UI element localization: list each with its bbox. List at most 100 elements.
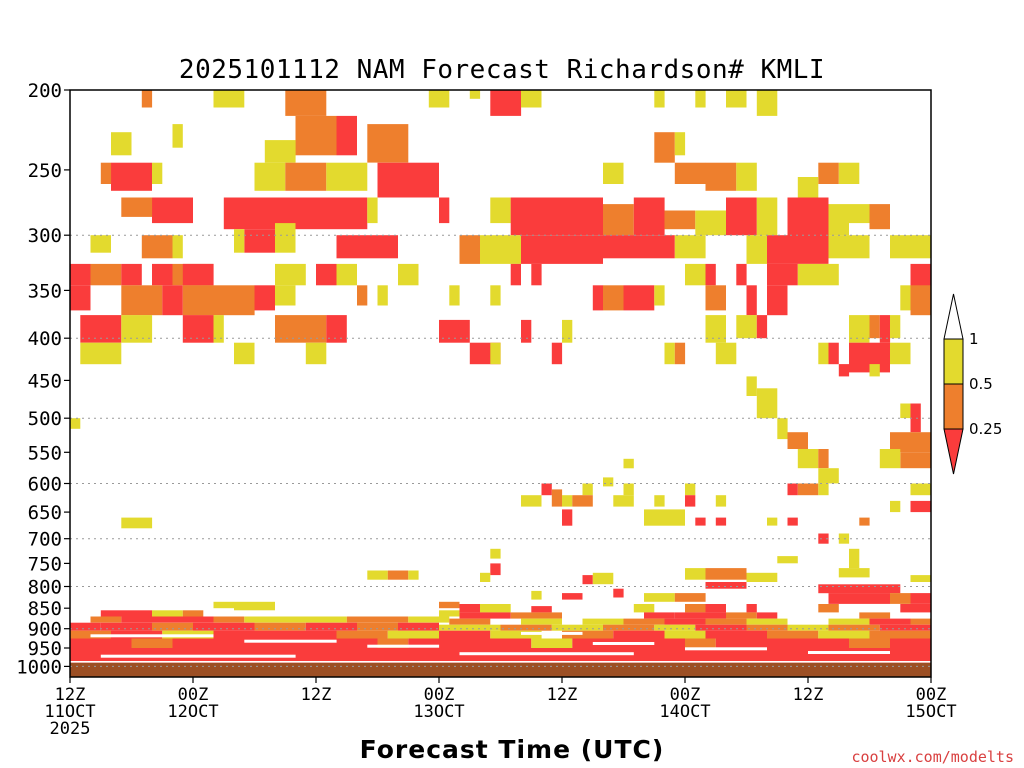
heatmap-cell [562,593,583,600]
credit-link[interactable]: coolwx.com/modelts [851,748,1014,766]
heatmap-cell [582,618,624,625]
heatmap-cell [695,210,727,236]
x-tick-label: 00Z [178,685,209,705]
heatmap-cell [111,162,152,191]
heatmap-cell [869,364,880,377]
heatmap-cell [613,588,624,598]
y-tick-label: 350 [28,280,62,302]
heatmap-cell [275,285,296,306]
heatmap-cell [715,342,737,365]
heatmap-cell [715,495,727,507]
y-tick-label: 500 [28,408,62,430]
x-tick-label: 15OCT [905,702,956,722]
heatmap-cell [828,204,849,236]
heatmap-cell [336,630,388,639]
legend-swatch-high [943,293,964,340]
heatmap-cell [777,418,788,440]
ground-layer [70,661,931,677]
heatmap-cell [152,197,193,224]
x-axis-label: Forecast Time (UTC) [360,735,665,764]
heatmap-cell [70,418,81,429]
heatmap-cell [869,630,931,639]
x-tick-label: 11OCT [44,702,95,722]
heatmap-cell [685,263,706,286]
heatmap-cell [910,500,931,513]
heatmap-cell [890,342,911,365]
heatmap-cell [254,622,306,631]
heatmap-cell [398,263,419,286]
heatmap-cell [879,624,932,631]
heatmap-cell [746,285,757,316]
heatmap-cell [674,162,706,184]
heatmap-cell [767,263,798,286]
x-tick-label: 12OCT [167,702,218,722]
heatmap-cell [756,315,768,339]
heatmap-cell [705,630,767,639]
heatmap-cell [521,90,542,108]
heatmap-cell [223,197,368,230]
y-axis: 200 250 300 350 400 450 500 550 600 650 7007508008… [16,80,70,678]
cell-gap [808,651,890,654]
heatmap-cell [521,319,532,343]
heatmap-cell [70,638,132,649]
heatmap-cell [756,388,778,419]
heatmap-cell [685,483,696,496]
heatmap-cell [910,285,931,316]
heatmap-cell [890,500,901,513]
legend-swatch-yellow [943,338,964,385]
heatmap-cell [152,263,173,286]
heatmap-cell [121,517,153,529]
heatmap-cell [172,638,378,649]
heatmap-cell [715,517,727,526]
heatmap-cell [674,342,686,365]
cell-gap [244,639,337,643]
heatmap-cell [818,533,829,544]
heatmap-cell [234,342,255,365]
heatmap-cell [603,235,675,259]
heatmap-cell [767,630,819,639]
heatmap-cell [685,604,706,613]
heatmap-cell [172,124,183,148]
heatmap-cell [767,517,778,526]
heatmap-cell [849,204,870,224]
x-tick-label: 12Z [547,685,578,705]
heatmap-cell [695,517,706,526]
heatmap-cell [777,556,798,564]
heatmap-cell [562,495,573,507]
heatmap-cell [275,223,296,253]
y-tick-label: 850 [28,598,62,620]
x-tick-label: 00Z [916,685,947,705]
y-tick-label: 400 [28,328,62,350]
heatmap-cell [510,197,542,236]
heatmap-cell [551,624,604,631]
heatmap-cell [869,204,890,230]
heatmap-cell [787,432,808,449]
heatmap-cell [264,140,296,163]
heatmap-cell [613,630,665,639]
heatmap-cell [275,263,306,286]
heatmap-cell [80,342,122,365]
heatmap-cell [131,638,173,649]
heatmap-cell [480,604,511,613]
heatmap-cell [674,235,706,259]
y-tick-label: 750 [28,553,62,575]
heatmap-cell [336,235,398,259]
heatmap-cell [531,606,552,613]
heatmap-cell [592,285,604,311]
heatmap-cell [254,162,286,191]
heatmap-cell [879,449,901,469]
heatmap-cell [664,630,706,639]
heatmap-cell [664,618,706,625]
heatmap-cells [70,90,932,663]
heatmap-cell [654,90,665,108]
heatmap-cell [367,197,378,224]
heatmap-cell [869,315,880,339]
heatmap-cell [736,315,757,339]
heatmap-cell [849,638,890,649]
y-tick-label: 950 [28,638,62,660]
heatmap-cell [705,162,737,191]
cell-gap [521,631,583,635]
heatmap-cell [121,616,173,623]
